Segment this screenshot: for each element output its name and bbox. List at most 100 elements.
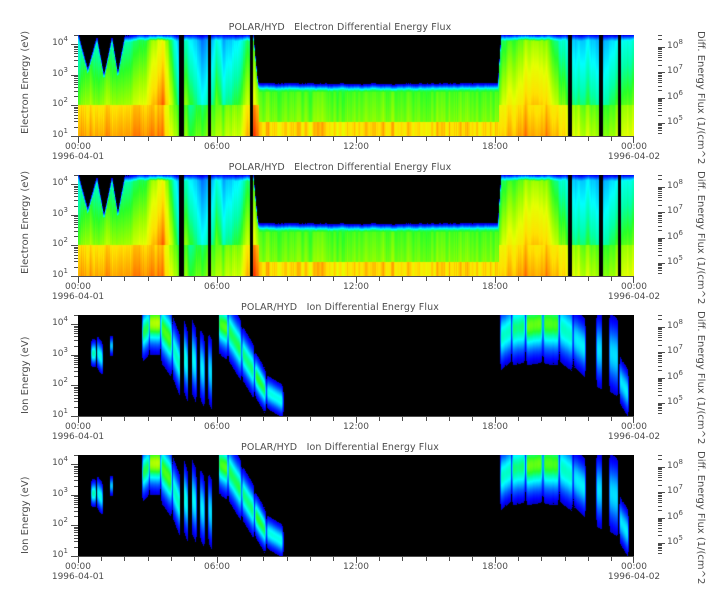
x-axis-minor-tick: [147, 556, 149, 561]
colorbar-minor-tick: [658, 480, 662, 482]
x-axis-minor-tick: [193, 136, 195, 141]
x-axis-minor-tick: [263, 276, 265, 281]
colorbar-tick-label: 105: [667, 533, 683, 547]
colorbar-tick: [658, 467, 665, 469]
colorbar-minor-tick: [658, 406, 662, 408]
colorbar-minor-tick: [658, 378, 662, 380]
x-axis-minor-tick: [402, 556, 404, 561]
x-axis-minor-tick: [193, 416, 195, 421]
colorbar-minor-tick: [658, 52, 662, 54]
panel-title: POLAR/HYD Ion Differential Energy Flux: [241, 442, 439, 453]
y-axis-minor-tick: [74, 541, 78, 543]
x-axis-time: 00:00: [65, 282, 91, 292]
x-axis-time: 18:00: [482, 562, 508, 572]
y-axis-minor-tick: [74, 221, 78, 223]
y-axis-minor-tick: [74, 246, 78, 248]
colorbar-minor-tick: [658, 383, 662, 385]
y-axis-minor-tick: [74, 216, 78, 218]
colorbar-minor-tick: [658, 77, 662, 79]
y-axis-minor-tick: [74, 110, 78, 112]
y-axis-minor-tick: [74, 79, 78, 81]
colorbar-minor-tick: [658, 192, 662, 194]
colorbar-minor-tick: [658, 340, 662, 342]
x-axis-date: 1996-04-02: [607, 432, 661, 442]
x-axis-minor-tick: [448, 556, 450, 561]
spectrogram-image: [78, 35, 634, 136]
spectrogram-canvas: [78, 175, 634, 276]
y-axis-tick: [71, 385, 78, 387]
colorbar-minor-tick: [658, 188, 662, 190]
panel-title: POLAR/HYD Electron Differential Energy F…: [228, 22, 452, 33]
y-axis-tick: [71, 416, 78, 417]
colorbar-tick-label: 108: [667, 458, 683, 472]
colorbar-minor-tick: [658, 334, 662, 336]
colorbar-minor-tick: [658, 546, 662, 548]
colorbar-tick-label: 106: [667, 508, 683, 522]
x-axis-minor-tick: [240, 416, 242, 421]
x-axis-date: 1996-04-01: [51, 152, 105, 162]
x-axis-time: 12:00: [343, 422, 369, 432]
colorbar-minor-tick: [658, 505, 662, 507]
y-axis-tick: [71, 214, 78, 216]
colorbar-minor-tick: [658, 365, 662, 367]
x-axis-minor-tick: [124, 556, 126, 561]
colorbar-minor-tick: [658, 525, 662, 527]
x-axis-time: 06:00: [204, 282, 230, 292]
x-axis-minor-tick: [518, 416, 520, 421]
colorbar-minor-tick: [658, 548, 662, 550]
colorbar-minor-tick: [658, 197, 662, 199]
x-axis-minor-tick: [170, 276, 172, 281]
y-axis-minor-tick: [74, 47, 78, 49]
x-axis-minor-tick: [587, 276, 589, 281]
colorbar: [641, 175, 657, 276]
x-axis-minor-tick: [610, 136, 612, 141]
colorbar-minor-tick: [658, 266, 662, 268]
y-axis-tick: [71, 494, 78, 496]
colorbar-tick: [658, 212, 665, 214]
y-axis-minor-tick: [74, 345, 78, 347]
y-axis-minor-tick: [74, 356, 78, 358]
x-axis-minor-tick: [332, 276, 334, 281]
y-axis-minor-tick: [74, 266, 78, 268]
colorbar-minor-tick: [658, 474, 662, 476]
x-axis-time: 12:00: [343, 142, 369, 152]
y-axis-minor-tick: [74, 60, 78, 62]
x-axis-minor-tick: [425, 276, 427, 281]
colorbar-minor-tick: [658, 82, 662, 84]
x-axis-tick: [356, 136, 357, 143]
x-axis-tick-label: 06:00: [182, 562, 252, 572]
colorbar-minor-tick: [658, 115, 662, 117]
colorbar-minor-tick: [658, 49, 662, 51]
x-axis-minor-tick: [425, 416, 427, 421]
colorbar-title: Diff. Energy Flux (1/(cm^2: [695, 171, 706, 305]
colorbar-minor-tick: [658, 74, 662, 76]
x-axis-time: 00:00: [65, 562, 91, 572]
x-axis-minor-tick: [147, 276, 149, 281]
y-axis-minor-tick: [74, 121, 78, 123]
colorbar-title: Diff. Energy Flux (1/(cm^2: [695, 31, 706, 165]
x-axis-tick: [217, 556, 218, 563]
x-axis-minor-tick: [518, 556, 520, 561]
x-axis-minor-tick: [541, 556, 543, 561]
colorbar-minor-tick: [658, 354, 662, 356]
x-axis-tick-label: 06:00: [182, 422, 252, 432]
colorbar-minor-tick: [658, 535, 662, 537]
y-axis-tick-label: 101: [52, 267, 68, 281]
colorbar-minor-tick: [658, 179, 662, 181]
y-axis-minor-tick: [74, 257, 78, 259]
colorbar-minor-tick: [658, 390, 662, 392]
colorbar-minor-tick: [658, 359, 662, 361]
spectrogram-panel-2: POLAR/HYD Ion Differential Energy Flux 10…: [0, 302, 722, 458]
y-axis-minor-tick: [74, 50, 78, 52]
x-axis-minor-tick: [541, 276, 543, 281]
x-axis-tick-label: 12:00: [321, 562, 391, 572]
x-axis-minor-tick: [610, 416, 612, 421]
colorbar-minor-tick: [658, 132, 662, 134]
x-axis-minor-tick: [448, 276, 450, 281]
x-axis-tick: [217, 416, 218, 423]
colorbar-minor-tick: [658, 379, 662, 381]
colorbar-tick-label: 108: [667, 178, 683, 192]
colorbar-tick: [658, 377, 665, 379]
y-axis-minor-tick: [74, 470, 78, 472]
